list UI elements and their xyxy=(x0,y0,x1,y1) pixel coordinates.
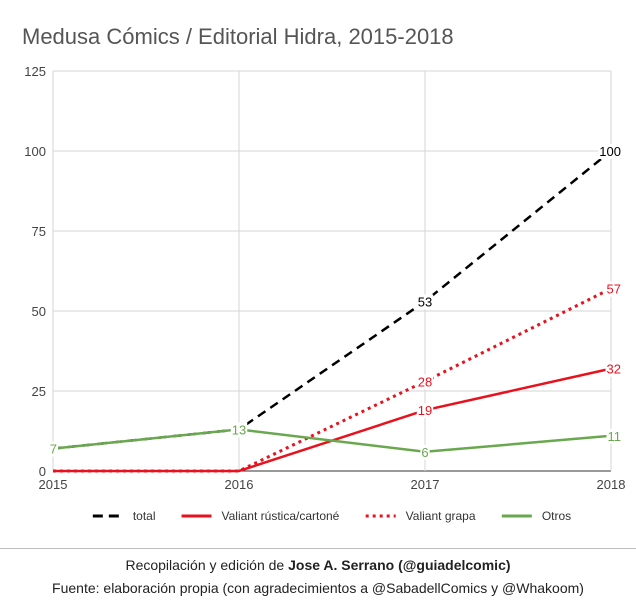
footer-divider xyxy=(0,548,636,549)
data-label: 6 xyxy=(421,445,428,460)
data-label: 13 xyxy=(232,422,246,437)
footer-source: Fuente: elaboración propia (con agradeci… xyxy=(52,580,584,596)
legend-label: Valiant rústica/cartoné xyxy=(222,509,340,523)
data-label: 7 xyxy=(50,442,57,457)
data-label-bg xyxy=(420,444,430,460)
data-label-bg xyxy=(230,422,248,438)
y-axis-ticks: 0 25 50 75 100 125 xyxy=(24,64,46,479)
y-tick-label: 25 xyxy=(32,384,46,399)
x-tick-label: 2018 xyxy=(597,477,626,492)
data-label-bg xyxy=(48,441,58,457)
y-tick-label: 0 xyxy=(39,464,46,479)
series-line-0 xyxy=(52,150,612,450)
footer-credit-prefix: Recopilación y edición de xyxy=(125,557,289,573)
x-tick-label: 2016 xyxy=(225,477,254,492)
data-label-bg xyxy=(416,403,434,419)
data-label: 19 xyxy=(418,403,432,418)
y-tick-label: 125 xyxy=(24,64,46,79)
data-labels: 53 100 19 32 28 57 7 13 6 11 xyxy=(48,144,622,460)
series-line-2 xyxy=(53,287,612,473)
data-label: 57 xyxy=(607,282,621,297)
data-label-bg xyxy=(605,361,622,377)
chart-title: Medusa Cómics / Editorial Hidra, 2015-20… xyxy=(22,24,454,49)
y-tick-label: 75 xyxy=(32,224,46,239)
y-tick-label: 50 xyxy=(32,304,46,319)
x-tick-label: 2015 xyxy=(39,477,68,492)
footer-credit-author: Jose A. Serrano (@guiadelcomic) xyxy=(288,557,511,573)
legend-label: Valiant grapa xyxy=(406,509,476,523)
data-label: 53 xyxy=(418,294,432,309)
x-tick-label: 2017 xyxy=(411,477,440,492)
data-label-bg xyxy=(606,428,622,444)
chart-legend: total Valiant rústica/cartoné Valiant grap… xyxy=(92,509,571,523)
legend-item-2: Valiant grapa xyxy=(365,509,476,523)
legend-item-0: total xyxy=(92,509,156,523)
footer-credit: Recopilación y edición de Jose A. Serran… xyxy=(0,557,636,573)
data-label-bg xyxy=(416,374,434,390)
series-line-1 xyxy=(53,367,612,473)
data-label: 100 xyxy=(599,144,621,159)
line-chart: Medusa Cómics / Editorial Hidra, 2015-20… xyxy=(22,24,626,523)
series-line-3 xyxy=(52,428,612,454)
legend-item-1: Valiant rústica/cartoné xyxy=(181,509,340,523)
data-label-bg xyxy=(416,294,434,310)
data-label-bg xyxy=(605,281,622,297)
grid-lines xyxy=(52,70,612,472)
data-label-bg xyxy=(598,144,622,159)
x-axis-ticks: 2015 2016 2017 2018 xyxy=(39,477,626,492)
data-label: 28 xyxy=(418,374,432,389)
legend-label: total xyxy=(133,509,156,523)
y-tick-label: 100 xyxy=(24,144,46,159)
legend-label: Otros xyxy=(542,509,571,523)
series-lines xyxy=(52,150,612,473)
data-label: 11 xyxy=(608,429,622,444)
data-label: 32 xyxy=(607,362,621,377)
legend-item-3: Otros xyxy=(501,509,571,523)
